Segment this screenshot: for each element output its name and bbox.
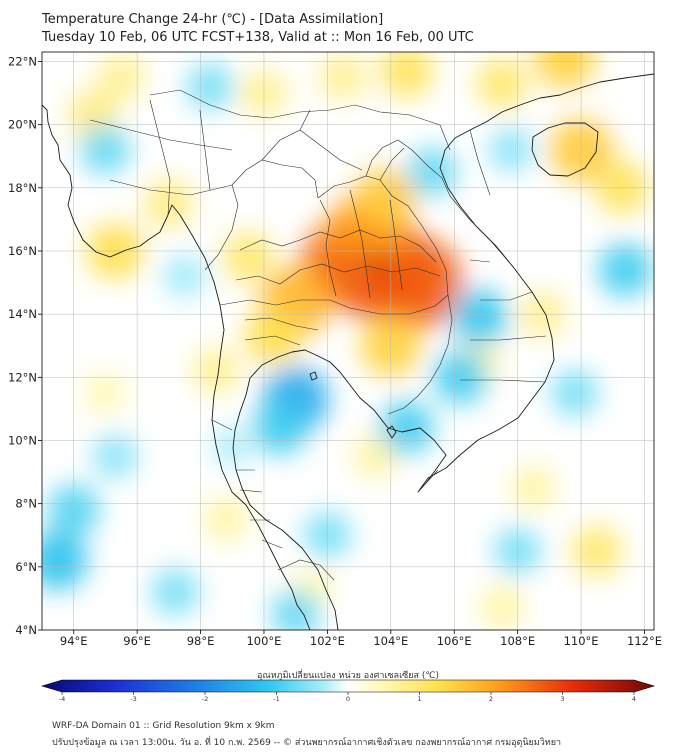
anomaly-core — [402, 268, 431, 297]
anomaly-cell — [163, 255, 206, 298]
border-malaysia — [277, 559, 335, 581]
border-isthmus — [211, 419, 233, 431]
anomaly-core — [332, 249, 361, 278]
anomaly-cell — [212, 427, 252, 467]
anomaly-cell — [253, 401, 307, 455]
border-laos-vietnam — [365, 139, 451, 197]
map-frame — [41, 51, 655, 631]
graticule — [42, 52, 654, 630]
border-thailand-cambodia — [329, 294, 449, 315]
border-china — [149, 89, 441, 126]
coastlines — [42, 73, 654, 630]
anomaly-cell — [407, 147, 457, 197]
map-title: Temperature Change 24-hr (℃) - [Data Ass… — [42, 12, 384, 27]
anomaly-cell — [571, 525, 623, 577]
colorbar-tick-label: -1 — [273, 695, 279, 703]
island-phuquoc — [386, 425, 397, 439]
coastline-gulf-east — [317, 73, 654, 493]
anomaly-cell — [92, 434, 137, 479]
latitude-label: 20°N — [8, 118, 37, 132]
longitude-label: 110°E — [564, 634, 599, 648]
anomaly-cell — [42, 531, 88, 590]
longitude-label: 94°E — [60, 634, 88, 648]
anomaly-cell — [479, 585, 524, 630]
latitude-labels: 22°N 20°N 18°N 16°N 14°N 12°N 10°N 8°N 6°N 4°N — [8, 54, 42, 637]
colorbar-label: อุณหภูมิเปลี่ยนแปลง หน่วย องศาเซลเซียส (… — [257, 668, 439, 681]
latitude-label: 6°N — [15, 560, 37, 574]
latitude-label: 12°N — [8, 370, 37, 384]
colorbar-tick-label: 1 — [417, 695, 421, 703]
island-samui — [309, 371, 318, 381]
anomaly-cell — [98, 54, 145, 101]
map-subtitle: Tuesday 10 Feb, 06 UTC FCST+138, Valid a… — [42, 30, 474, 45]
longitude-label: 96°E — [123, 634, 151, 648]
temperature-field — [42, 52, 653, 630]
anomaly-cell — [352, 434, 397, 479]
colorbar-tick-label: -3 — [130, 695, 136, 703]
border-thailand-myanmar — [204, 159, 319, 271]
anomaly-cell — [489, 127, 534, 172]
latitude-label: 18°N — [8, 181, 37, 195]
latitude-label: 16°N — [8, 244, 37, 258]
coastline-mainland — [42, 104, 311, 630]
anomaly-core — [351, 221, 380, 250]
provinces-vietnam — [417, 124, 547, 493]
provinces-myanmar — [89, 99, 233, 216]
anomaly-cell — [271, 589, 321, 630]
latitude-label: 10°N — [8, 433, 37, 447]
anomaly-cell — [186, 63, 234, 110]
longitude-labels: 94°E 96°E 98°E 100°E 102°E 104°E 106°E 108°E 110… — [60, 630, 662, 648]
latitude-label: 8°N — [15, 497, 37, 511]
colorbar-ticks: -4 -3 -2 -1 0 1 2 3 4 — [59, 692, 636, 703]
latitude-label: 22°N — [8, 54, 37, 68]
latitude-label: 14°N — [8, 307, 37, 321]
longitude-label: 108°E — [500, 634, 535, 648]
borders — [89, 89, 547, 581]
anomaly-cell — [511, 465, 556, 510]
colorbar-tick-label: 4 — [632, 695, 636, 703]
provinces-laos — [261, 109, 405, 181]
colorbar-tick-label: 3 — [560, 695, 564, 703]
anomaly-cell — [352, 168, 417, 233]
border-thailand-laos — [317, 175, 449, 296]
anomaly-cell — [203, 497, 248, 542]
longitude-label: 98°E — [187, 634, 215, 648]
anomaly-cell — [193, 347, 240, 395]
footer-model-info: WRF-DA Domain 01 :: Grid Resolution 9km … — [52, 721, 275, 731]
longitude-label: 112°E — [627, 634, 662, 648]
anomaly-cell — [222, 231, 274, 283]
colorbar — [40, 679, 656, 693]
anomaly-cell — [81, 125, 130, 175]
longitude-label: 106°E — [437, 634, 472, 648]
anomaly-cell — [151, 568, 199, 616]
longitude-label: 100°E — [246, 634, 281, 648]
anomaly-cell — [84, 372, 127, 414]
anomaly-cell — [320, 54, 367, 101]
colorbar-gradient — [40, 679, 656, 693]
longitude-label: 104°E — [373, 634, 408, 648]
anomaly-core — [364, 252, 393, 281]
colorbar-tick-label: 2 — [489, 695, 493, 703]
border-cambodia — [387, 294, 453, 415]
latitude-label: 4°N — [15, 623, 37, 637]
anomaly-cell — [551, 369, 598, 417]
colorbar-tick-label: -4 — [59, 695, 65, 703]
anomaly-cell — [476, 57, 528, 110]
colorbar-tick-label: -2 — [202, 695, 208, 703]
longitude-label: 102°E — [310, 634, 345, 648]
anomaly-cell — [451, 289, 508, 346]
anomaly-cell — [534, 52, 596, 89]
footer-credit: ปรับปรุงข้อมูล ณ เวลา 13:00น. วัน อ. ที่… — [52, 738, 562, 748]
coastline-gulf-west — [232, 349, 339, 630]
coastline-hainan — [531, 122, 599, 177]
anomaly-cell — [379, 52, 434, 98]
anomaly-cell — [598, 243, 653, 297]
colorbar-tick-label: 0 — [346, 695, 350, 703]
anomaly-cell — [379, 401, 434, 455]
provinces-thailand — [219, 189, 441, 549]
